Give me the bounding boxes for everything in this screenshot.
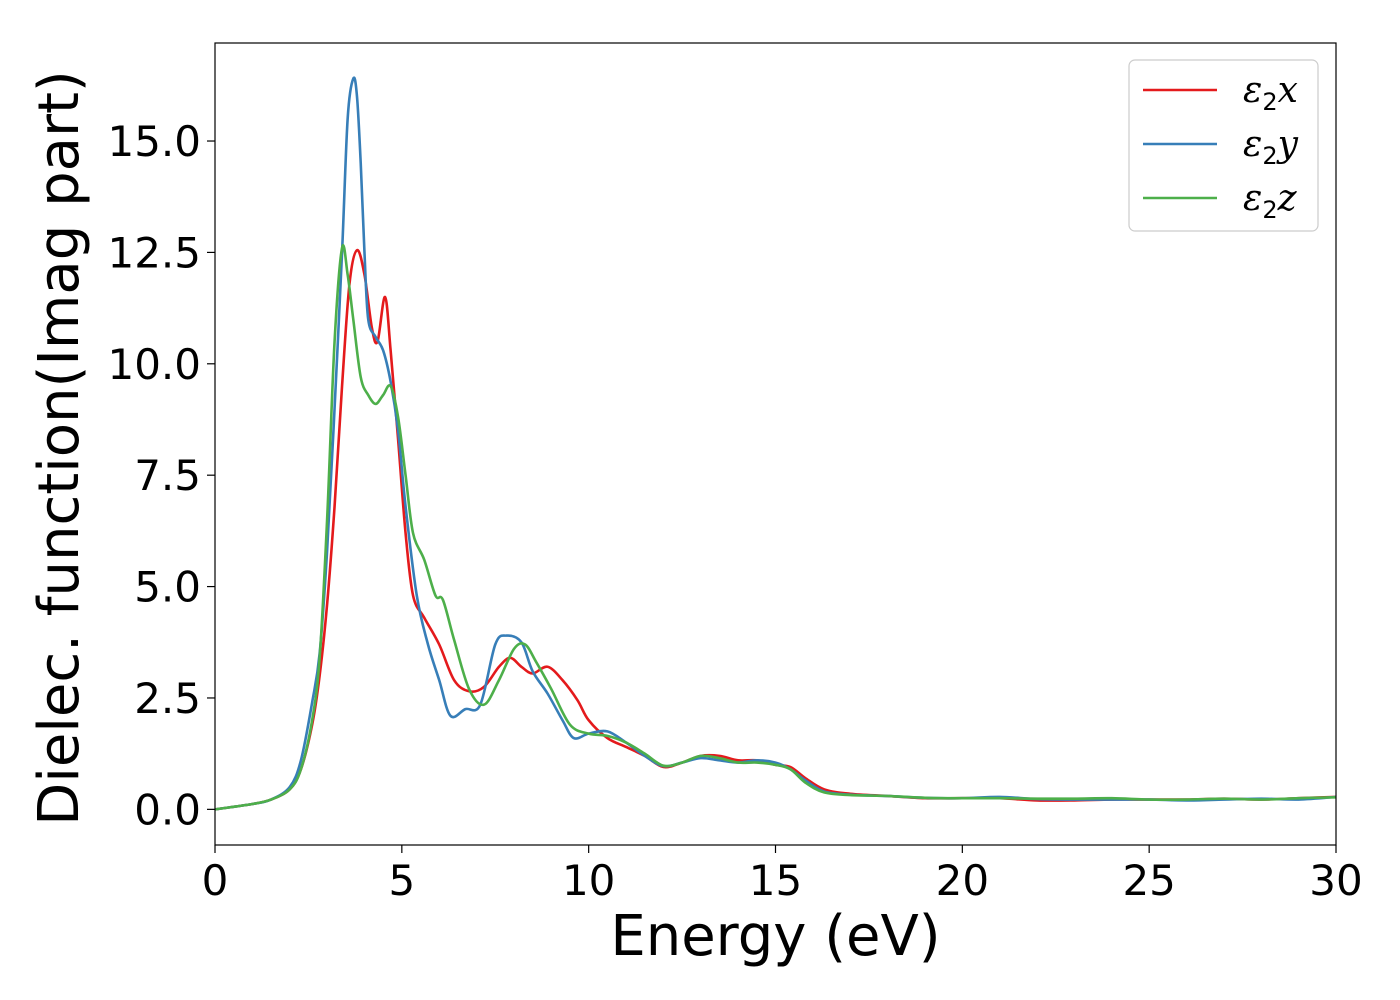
x-tick-label: 5 [388,856,415,905]
y-tick-label: 0.0 [134,785,201,834]
series-line-z [214,244,1337,811]
axes-layer: 0 5 10 15 20 25 30 0.0 2.5 5.0 7.5 10.0 12.5 15.0 [107,42,1363,905]
legend-label-y: ε2y [1243,124,1299,170]
y-tick-label: 15.0 [107,117,201,166]
x-tick-label: 10 [562,856,615,905]
x-tick-label: 25 [1122,856,1175,905]
y-tick-label: 7.5 [134,451,201,500]
y-tick-label: 5.0 [134,563,201,612]
y-tick-label: 12.5 [107,228,201,277]
x-tick-label: 20 [936,856,989,905]
x-axis-title: Energy (eV) [610,904,940,969]
legend-box [1128,59,1319,232]
series-line-x [214,248,1337,811]
x-tick-label: 0 [202,856,229,905]
legend: ε2x ε2y ε2z [1128,59,1319,232]
series-layer [214,76,1337,811]
y-axis-title: Dielec. function(Imag part) [27,70,92,826]
legend-label-x: ε2x [1243,70,1298,116]
x-tick-label: 15 [749,856,802,905]
legend-label-z: ε2z [1243,178,1298,224]
y-tick-label: 10.0 [107,340,201,389]
x-tick-label: 30 [1309,856,1362,905]
y-tick-label: 2.5 [134,674,201,723]
